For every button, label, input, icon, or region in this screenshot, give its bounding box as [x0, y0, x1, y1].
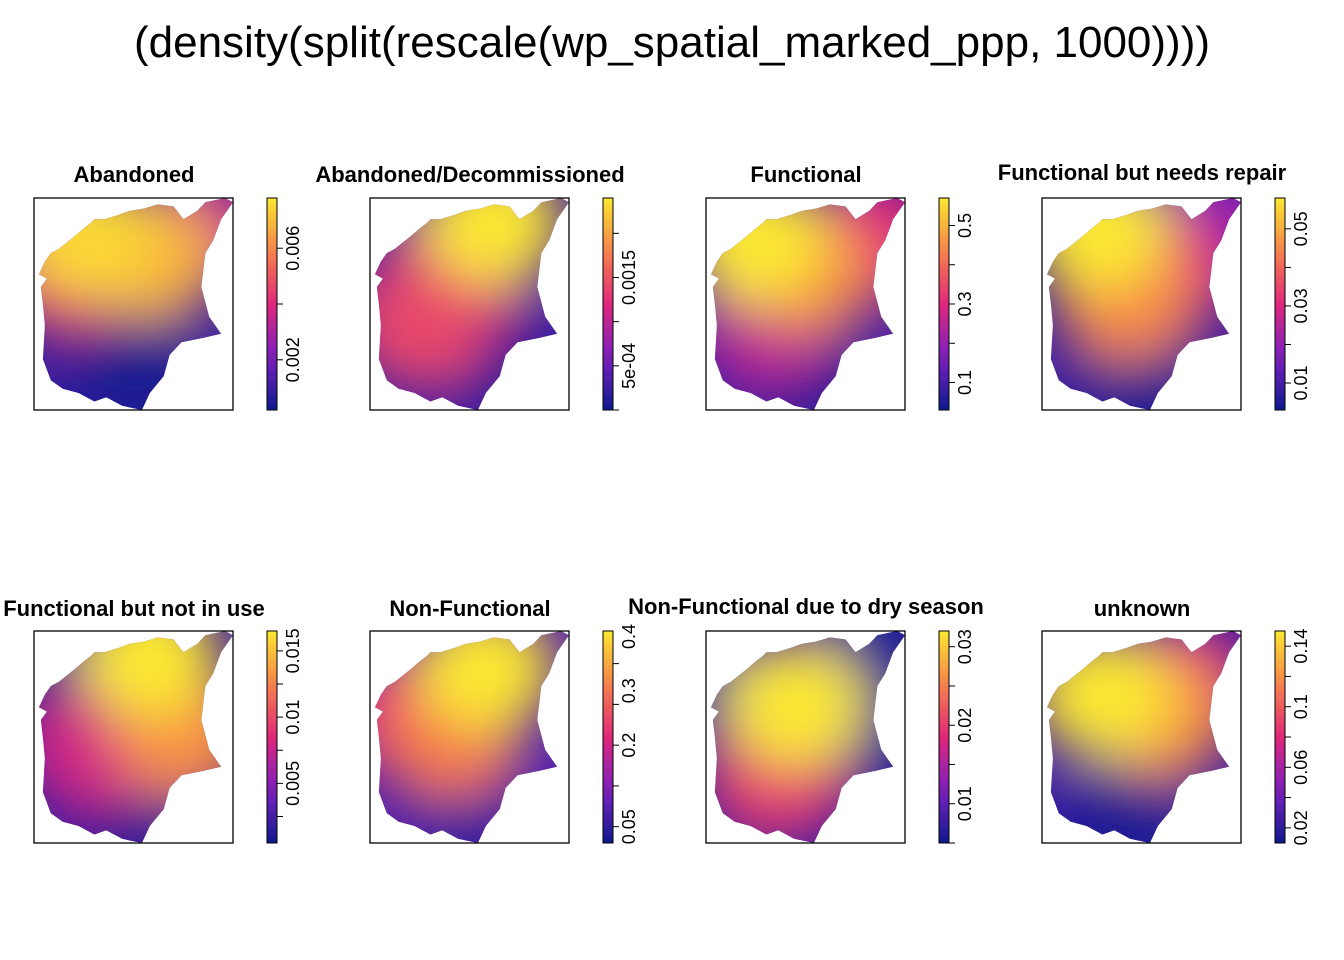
panel-4: Functional but needs repair 0.01 0.03 0.05	[998, 160, 1311, 411]
colorbar-tick-label: 0.0015	[619, 250, 639, 305]
density-hotspot	[1062, 755, 1203, 843]
density-surface	[375, 198, 569, 410]
colorbar	[602, 197, 614, 411]
panel-title: Non-Functional due to dry season	[628, 594, 984, 619]
colorbar-tick-label: 0.05	[619, 809, 639, 844]
colorbar	[602, 630, 614, 844]
colorbar-tick-label: 0.01	[283, 700, 303, 735]
density-hotspot	[79, 631, 220, 719]
panel-title: Functional but not in use	[3, 596, 265, 621]
panel-title: Functional but needs repair	[998, 160, 1287, 185]
density-surface	[39, 198, 233, 410]
density-hotspot	[39, 198, 155, 299]
panel-2: Abandoned/Decommissioned 5e-04 0.0015	[315, 162, 639, 411]
panel-frame	[1041, 630, 1242, 844]
colorbar-tick-label: 0.03	[955, 629, 975, 664]
colorbar-tick-label: 0.03	[1291, 288, 1311, 323]
colorbar-tick-label: 0.1	[955, 370, 975, 395]
panel-title: unknown	[1094, 596, 1191, 621]
panel-frame	[33, 630, 234, 844]
colorbar-tick-label: 0.01	[955, 786, 975, 821]
colorbar-tick-label: 0.3	[955, 291, 975, 316]
colorbar-tick-label: 0.05	[1291, 211, 1311, 246]
colorbar-tick-label: 0.006	[283, 226, 303, 271]
colorbar-tick-label: 0.02	[955, 708, 975, 743]
density-hotspot	[1047, 198, 1169, 292]
panel-frame	[369, 197, 570, 411]
density-hotspot	[423, 198, 564, 286]
panel-title: Abandoned/Decommissioned	[315, 162, 624, 187]
density-hotspot	[711, 198, 827, 303]
colorbar-tick-label: 0.4	[619, 624, 639, 649]
panel-frame	[705, 630, 906, 844]
density-surface	[711, 198, 905, 410]
colorbar-tick-label: 0.02	[1291, 810, 1311, 845]
colorbar-tick-label: 0.002	[283, 337, 303, 382]
panel-1: Abandoned 0.002 0.006	[33, 162, 303, 411]
colorbar-tick-label: 0.5	[955, 213, 975, 238]
density-hotspot	[726, 643, 867, 768]
panel-frame	[1041, 197, 1242, 411]
density-surface	[375, 631, 569, 843]
colorbar-tick-label: 0.06	[1291, 750, 1311, 785]
density-hotspot	[415, 631, 556, 732]
density-surface	[711, 631, 905, 843]
density-hotspot	[1047, 632, 1173, 757]
density-surface	[1047, 631, 1241, 843]
colorbar-tick-label: 0.2	[619, 733, 639, 758]
colorbar	[266, 630, 278, 844]
panel-frame	[705, 197, 906, 411]
colorbar-tick-label: 0.1	[1291, 694, 1311, 719]
colorbar	[938, 197, 950, 411]
panel-frame	[33, 197, 234, 411]
colorbar	[266, 197, 278, 411]
main-title: (density(split(rescale(wp_spatial_marked…	[133, 18, 1211, 67]
density-surface	[39, 631, 233, 843]
panel-frame	[369, 630, 570, 844]
panel-6: Non-Functional 0.05 0.2 0.3 0.4	[369, 596, 639, 844]
panel-title: Non-Functional	[389, 596, 550, 621]
colorbar	[1274, 630, 1286, 844]
density-hotspot	[375, 263, 491, 388]
panel-3: Functional 0.1 0.3 0.5	[705, 162, 975, 411]
colorbar-tick-label: 0.005	[283, 761, 303, 806]
colorbar-tick-label: 5e-04	[619, 343, 639, 389]
panel-8: unknown 0.02 0.06 0.1 0.14	[1041, 596, 1311, 845]
density-surface	[1047, 198, 1241, 410]
colorbar-tick-label: 0.14	[1291, 629, 1311, 664]
colorbar	[1274, 197, 1286, 411]
colorbar-tick-label: 0.3	[619, 678, 639, 703]
panel-title: Functional	[750, 162, 861, 187]
colorbar-tick-label: 0.015	[283, 628, 303, 673]
colorbar-tick-label: 0.01	[1291, 365, 1311, 400]
colorbar	[938, 630, 950, 844]
panel-7: Non-Functional due to dry season 0.01 0.02…	[628, 594, 984, 844]
panel-title: Abandoned	[74, 162, 195, 187]
panel-5: Functional but not in use 0.005 0.01 0.015	[3, 596, 303, 844]
